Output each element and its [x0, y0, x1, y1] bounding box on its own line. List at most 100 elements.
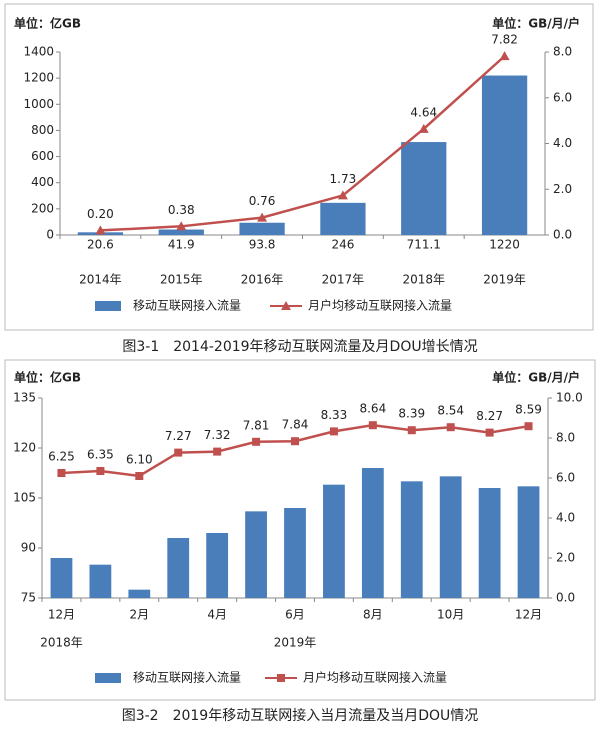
- point: [57, 469, 66, 477]
- bar: [361, 468, 384, 598]
- point: [329, 427, 338, 436]
- point: [499, 51, 510, 61]
- line-value-label: 8.39: [398, 407, 425, 421]
- bar-value-label: 41.9: [168, 238, 195, 252]
- y-tick-label: 400: [31, 175, 54, 189]
- x-tick-label: 4月: [207, 608, 227, 622]
- bar-value-label: 20.6: [87, 238, 114, 252]
- legend-swatch: [95, 301, 121, 311]
- y2-axis-unit: 单位：GB/月/户: [492, 16, 580, 31]
- chart-frame: [4, 3, 594, 331]
- annotation: 2018年: [40, 636, 83, 650]
- bar: [284, 508, 306, 598]
- y-tick-label: 90: [21, 541, 36, 555]
- y-axis-unit: 单位：亿GB: [14, 16, 81, 31]
- line-value-label: 6.35: [87, 448, 114, 462]
- line-value-label: 8.27: [476, 409, 503, 423]
- y-tick-label: 135: [13, 391, 36, 405]
- x-tick-label: 2019年: [483, 273, 526, 287]
- line-value-label: 6.10: [126, 453, 153, 467]
- legend-label: 移动互联网接入流量: [133, 670, 241, 685]
- point: [524, 422, 533, 431]
- line-value-label: 7.84: [282, 418, 309, 432]
- y-tick-label: 1400: [23, 45, 54, 59]
- point: [213, 447, 222, 456]
- point: [337, 190, 348, 200]
- y-tick-label: 105: [13, 491, 36, 505]
- figure-caption: 图3-2 2019年移动互联网接入当月流量及当月DOU情况: [122, 707, 479, 724]
- y2-tick-label: 6.0: [556, 471, 575, 485]
- x-tick-label: 6月: [285, 608, 305, 622]
- y2-tick-label: 2.0: [556, 551, 575, 565]
- y2-tick-label: 4.0: [553, 136, 572, 150]
- point: [407, 426, 416, 435]
- line-value-label: 8.33: [321, 408, 348, 422]
- bar-value-label: 246: [331, 238, 354, 252]
- line-value-label: 6.25: [48, 450, 75, 464]
- line-value-label: 7.82: [491, 33, 518, 47]
- legend-label: 月户均移动互联网接入流量: [308, 298, 452, 313]
- legend-label: 月户均移动互联网接入流量: [303, 670, 447, 685]
- line-value-label: 8.59: [515, 403, 542, 417]
- y-axis-unit: 单位：亿GB: [14, 370, 81, 385]
- bar: [481, 75, 528, 236]
- bar: [128, 589, 151, 598]
- y2-tick-label: 6.0: [553, 90, 572, 104]
- x-tick-label: 2016年: [241, 273, 284, 287]
- line-value-label: 7.81: [243, 418, 270, 432]
- bar: [50, 558, 73, 598]
- line-value-label: 0.38: [168, 203, 195, 217]
- annotation: 2019年: [274, 636, 317, 650]
- bar-value-label: 711.1: [407, 238, 441, 252]
- x-tick-label: 2015年: [160, 273, 203, 287]
- bar: [158, 229, 204, 235]
- x-tick-label: 12月: [48, 608, 75, 622]
- bar: [400, 481, 423, 598]
- legend-marker: [277, 674, 285, 682]
- y-tick-label: 600: [31, 149, 54, 163]
- line-value-label: 1.73: [330, 172, 357, 186]
- bar: [206, 533, 229, 598]
- bar: [478, 488, 501, 598]
- y2-tick-label: 0.0: [556, 591, 575, 605]
- point: [95, 225, 106, 235]
- line: [100, 55, 506, 232]
- line-value-label: 8.64: [359, 402, 386, 416]
- point: [368, 421, 377, 430]
- y2-tick-label: 10.0: [556, 391, 583, 405]
- line-value-label: 7.27: [165, 429, 192, 443]
- y2-tick-label: 4.0: [556, 511, 575, 525]
- y2-tick-label: 8.0: [553, 45, 572, 59]
- line-value-label: 7.32: [204, 428, 231, 442]
- bar: [439, 476, 462, 598]
- bar: [239, 222, 285, 235]
- bar-value-label: 1220: [489, 238, 520, 252]
- bar: [320, 202, 366, 235]
- y2-tick-label: 8.0: [556, 431, 575, 445]
- point: [485, 428, 494, 437]
- point: [96, 467, 105, 475]
- x-tick-label: 12月: [515, 608, 542, 622]
- x-tick-label: 8月: [363, 608, 383, 622]
- y-tick-label: 1200: [23, 71, 54, 85]
- bar: [401, 142, 447, 235]
- point: [252, 437, 261, 446]
- x-tick-label: 2017年: [322, 273, 365, 287]
- x-tick-label: 2月: [129, 608, 149, 622]
- point: [135, 472, 144, 480]
- line-value-label: 4.64: [410, 105, 437, 119]
- chart-frame: [4, 359, 596, 701]
- y2-tick-label: 2.0: [553, 182, 572, 196]
- x-tick-label: 2014年: [79, 273, 122, 287]
- y-tick-label: 200: [31, 201, 54, 215]
- legend-marker: [281, 301, 291, 310]
- legend-label: 移动互联网接入流量: [133, 298, 241, 313]
- y2-axis-unit: 单位：GB/月/户: [492, 370, 580, 385]
- point: [418, 123, 429, 133]
- x-tick-label: 10月: [437, 608, 464, 622]
- line-value-label: 8.54: [437, 404, 464, 418]
- bar: [89, 564, 112, 598]
- y-tick-label: 1000: [23, 97, 54, 111]
